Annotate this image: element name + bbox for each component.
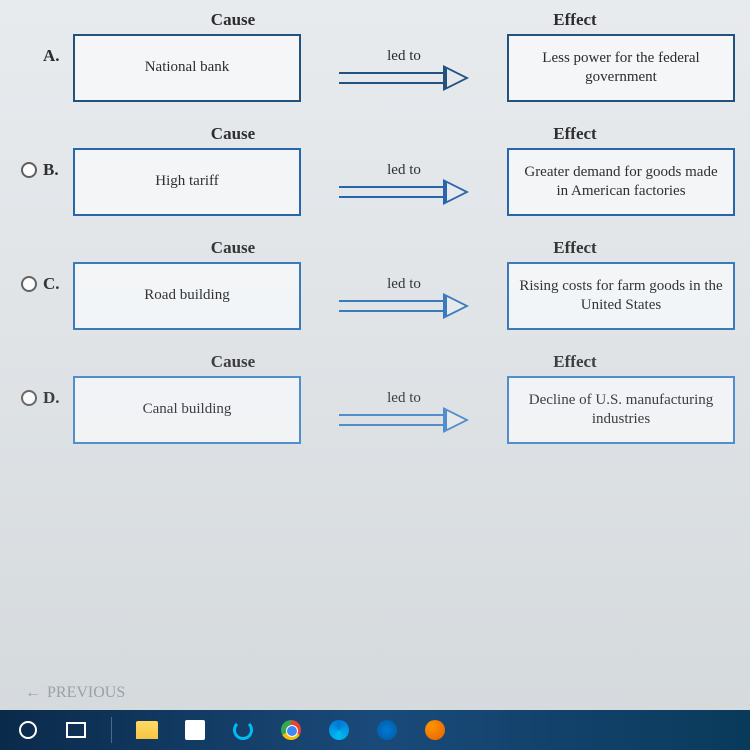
arrow-icon xyxy=(339,67,469,89)
radio-column xyxy=(15,162,43,178)
chrome-icon[interactable] xyxy=(278,717,304,743)
connector-label: led to xyxy=(387,390,421,407)
effect-box: Less power for the federal government xyxy=(507,34,735,102)
option-row-C: C. Cause Effect Road building led to Rising c… xyxy=(15,238,735,330)
effect-box: Rising costs for farm goods in the Unite… xyxy=(507,262,735,330)
taskview-icon[interactable] xyxy=(63,717,89,743)
arrow-icon xyxy=(339,295,469,317)
quiz-content: A. Cause Effect National bank led to Less pow… xyxy=(0,0,750,710)
cause-header: Cause xyxy=(133,352,333,372)
cause-header: Cause xyxy=(133,124,333,144)
arrow-wrap: led to xyxy=(301,390,507,431)
option-row-D: D. Cause Effect Canal building led to Decline… xyxy=(15,352,735,444)
store-icon[interactable] xyxy=(182,717,208,743)
cause-effect-diagram: Cause Effect National bank led to Less power… xyxy=(73,10,735,102)
cause-effect-diagram: Cause Effect Canal building led to Decline o… xyxy=(73,352,735,444)
option-letter: A. xyxy=(43,46,73,66)
cause-header: Cause xyxy=(133,10,333,30)
arrow-wrap: led to xyxy=(301,48,507,89)
effect-header: Effect xyxy=(475,124,675,144)
firefox-icon[interactable] xyxy=(422,717,448,743)
wmp-icon[interactable] xyxy=(374,717,400,743)
effect-box: Decline of U.S. manufacturing industries xyxy=(507,376,735,444)
cause-box: High tariff xyxy=(73,148,301,216)
option-row-B: B. Cause Effect High tariff led to Greater de… xyxy=(15,124,735,216)
ie-icon[interactable] xyxy=(230,717,256,743)
previous-button[interactable]: ← PREVIOUS xyxy=(25,684,125,702)
cause-box: Canal building xyxy=(73,376,301,444)
taskbar xyxy=(0,710,750,750)
cortana-icon[interactable] xyxy=(15,717,41,743)
option-row-A: A. Cause Effect National bank led to Less pow… xyxy=(15,10,735,102)
radio-option-D[interactable] xyxy=(21,390,37,406)
previous-arrow-icon: ← xyxy=(25,684,41,701)
taskbar-divider xyxy=(111,717,112,743)
cause-header: Cause xyxy=(133,238,333,258)
arrow-wrap: led to xyxy=(301,162,507,203)
radio-column xyxy=(15,276,43,292)
connector-label: led to xyxy=(387,276,421,293)
effect-box: Greater demand for goods made in America… xyxy=(507,148,735,216)
effect-header: Effect xyxy=(475,238,675,258)
effect-header: Effect xyxy=(475,352,675,372)
cause-effect-diagram: Cause Effect Road building led to Rising cos… xyxy=(73,238,735,330)
cause-effect-diagram: Cause Effect High tariff led to Greater dema… xyxy=(73,124,735,216)
option-letter: B. xyxy=(43,160,73,180)
radio-column xyxy=(15,390,43,406)
cause-box: National bank xyxy=(73,34,301,102)
radio-option-C[interactable] xyxy=(21,276,37,292)
connector-label: led to xyxy=(387,162,421,179)
previous-label: PREVIOUS xyxy=(47,684,125,701)
option-letter: C. xyxy=(43,274,73,294)
option-letter: D. xyxy=(43,388,73,408)
effect-header: Effect xyxy=(475,10,675,30)
arrow-icon xyxy=(339,181,469,203)
cause-box: Road building xyxy=(73,262,301,330)
edge-icon[interactable] xyxy=(326,717,352,743)
arrow-icon xyxy=(339,409,469,431)
file-explorer-icon[interactable] xyxy=(134,717,160,743)
radio-option-B[interactable] xyxy=(21,162,37,178)
arrow-wrap: led to xyxy=(301,276,507,317)
connector-label: led to xyxy=(387,48,421,65)
